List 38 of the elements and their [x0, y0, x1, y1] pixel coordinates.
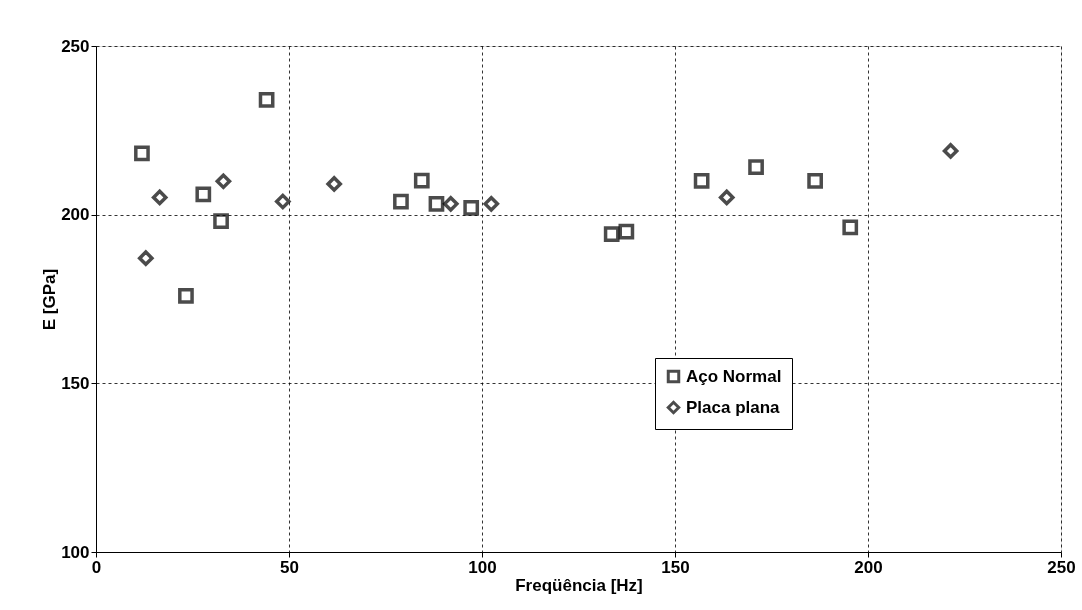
x-tick-label: 0: [91, 557, 102, 577]
point: [483, 196, 500, 212]
x-tick-label: 200: [854, 557, 883, 577]
y-tick-label: 150: [61, 373, 90, 393]
legend-label: Aço Normal: [686, 366, 782, 386]
point: [807, 173, 823, 189]
point: [137, 250, 154, 267]
point: [442, 196, 459, 212]
point: [393, 193, 409, 210]
x-tick-label: 150: [661, 557, 690, 577]
x-tick-label: 250: [1047, 557, 1076, 577]
x-tick-label: 50: [280, 557, 299, 577]
legend-label: Placa plana: [686, 397, 781, 417]
point: [413, 172, 430, 189]
point: [274, 193, 291, 210]
point: [178, 288, 194, 304]
point: [195, 186, 212, 203]
point: [693, 173, 710, 189]
point: [618, 223, 635, 240]
point: [942, 143, 959, 159]
point: [134, 145, 150, 162]
x-axis-title: Freqüência [Hz]: [515, 575, 643, 595]
point: [428, 196, 445, 212]
point: [463, 200, 480, 216]
x-tick-label: 100: [468, 557, 497, 577]
point: [258, 92, 275, 108]
y-tick-label: 250: [61, 36, 90, 56]
y-axis-title: E [GPa]: [40, 268, 60, 331]
point: [842, 219, 859, 236]
point: [215, 173, 232, 190]
point: [151, 189, 168, 206]
point: [718, 189, 735, 206]
y-tick-label: 200: [61, 205, 90, 225]
y-tick-label: 100: [61, 542, 90, 562]
point: [603, 226, 620, 243]
point: [748, 159, 764, 175]
point: [326, 176, 343, 192]
point: [213, 213, 229, 229]
